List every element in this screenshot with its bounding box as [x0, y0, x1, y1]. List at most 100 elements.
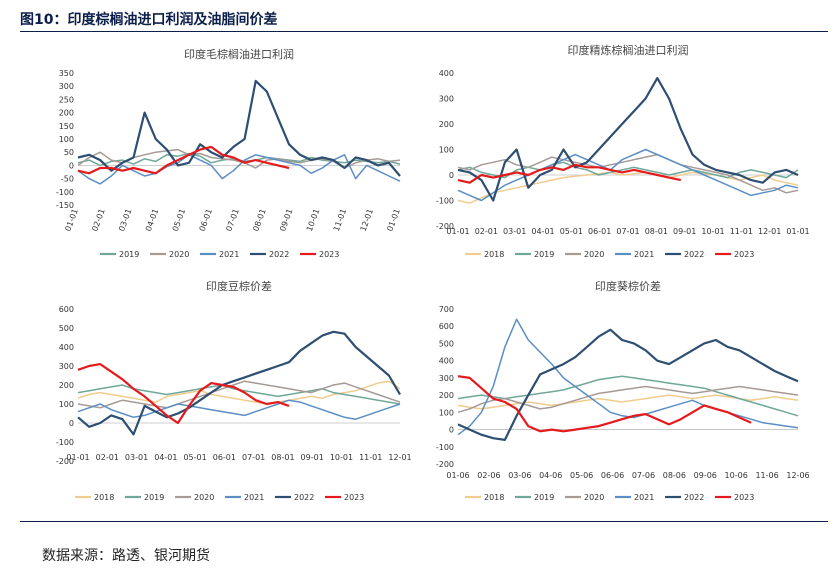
bottom-rule	[20, 521, 828, 522]
y-tick-label: 0	[69, 161, 74, 170]
x-tick-label: 07-01	[242, 453, 265, 462]
series-line-2019	[457, 375, 799, 417]
x-tick-label: 06-01	[198, 208, 214, 233]
x-tick-label: 08-01	[271, 453, 294, 462]
y-tick-label: 0	[449, 426, 454, 435]
legend-label-2020: 2020	[194, 493, 214, 502]
x-tick-label: 09-01	[673, 227, 696, 236]
legend-label-2022: 2022	[269, 250, 289, 259]
legend-label-2020: 2020	[169, 250, 189, 259]
x-tick-label: 01-01	[385, 208, 401, 233]
x-tick-label: 03-01	[125, 453, 148, 462]
series-line-2023	[457, 163, 682, 184]
series-line-2018	[77, 380, 401, 405]
x-tick-label: 10-06	[725, 471, 748, 480]
chart-title: 印度葵棕价差	[595, 279, 661, 293]
y-tick-label: 200	[59, 381, 74, 390]
series-line-2023	[77, 362, 290, 425]
series-line-2021	[77, 154, 401, 185]
top-rule	[20, 31, 828, 32]
series-line-2020	[77, 380, 401, 409]
x-tick-label: 10-01	[305, 208, 321, 233]
x-tick-label: 05-01	[560, 227, 583, 236]
y-tick-label: 400	[439, 69, 454, 78]
series-line-2021	[457, 148, 799, 202]
x-tick-label: 11-01	[332, 208, 348, 233]
x-tick-label: 08-01	[251, 208, 267, 233]
y-tick-label: 100	[59, 135, 74, 144]
y-tick-label: -100	[56, 188, 74, 197]
chart-title: 印度毛棕榈油进口利润	[184, 47, 294, 61]
y-tick-label: 700	[439, 305, 454, 314]
series-line-2022	[77, 330, 401, 436]
legend-label-2021: 2021	[244, 493, 264, 502]
y-tick-label: 350	[59, 69, 74, 78]
x-tick-label: 12-01	[388, 453, 411, 462]
series-line-2018	[457, 394, 799, 410]
x-tick-label: 04-01	[154, 453, 177, 462]
legend-label-2018: 2018	[484, 250, 504, 259]
x-tick-label: 01-01	[786, 227, 809, 236]
y-tick-label: -100	[436, 197, 454, 206]
series-line-2020	[457, 385, 799, 414]
figure-title: 图10：印度棕榈油进口利润及油脂间价差	[20, 12, 278, 28]
x-tick-label: 06-01	[213, 453, 236, 462]
series-line-2023	[457, 375, 752, 433]
legend-label-2022: 2022	[684, 493, 704, 502]
y-tick-label: 200	[439, 391, 454, 400]
legend-label-2021: 2021	[634, 493, 654, 502]
chart-title: 印度豆棕价差	[206, 279, 272, 293]
x-tick-label: 01-01	[63, 208, 79, 233]
series-line-2018	[457, 171, 799, 204]
x-tick-label: 04-01	[531, 227, 554, 236]
y-tick-label: 0	[449, 171, 454, 180]
series-line-2022	[457, 76, 799, 202]
legend-label-2023: 2023	[734, 250, 754, 259]
legend-label-2023: 2023	[319, 250, 339, 259]
y-tick-label: -150	[56, 201, 74, 210]
x-tick-label: 07-06	[632, 471, 655, 480]
x-tick-label: 08-06	[663, 471, 686, 480]
x-tick-label: 06-06	[601, 471, 624, 480]
legend-label-2021: 2021	[634, 250, 654, 259]
y-tick-label: 400	[59, 343, 74, 352]
y-tick-label: 50	[64, 148, 74, 157]
x-tick-label: 11-01	[359, 453, 382, 462]
y-tick-label: -50	[61, 175, 74, 184]
x-tick-label: 01-06	[446, 471, 469, 480]
chart-title: 印度精炼棕榈油进口利润	[568, 43, 689, 57]
x-tick-label: 03-06	[508, 471, 531, 480]
legend-label-2018: 2018	[484, 493, 504, 502]
y-tick-label: 0	[69, 419, 74, 428]
x-tick-label: 04-01	[144, 208, 160, 233]
y-tick-label: 200	[59, 109, 74, 118]
y-tick-label: 200	[439, 120, 454, 129]
data-source-note: 数据来源：路透、银河期货	[42, 548, 210, 564]
y-tick-label: 400	[439, 357, 454, 366]
series-line-2019	[457, 161, 799, 179]
x-tick-label: 12-06	[786, 471, 809, 480]
series-line-2021	[77, 399, 401, 420]
chart-cpo-import-profit: 印度毛棕榈油进口利润 -150 -100 -50 0 50 100 150 200 250 300 3…	[56, 47, 402, 259]
x-tick-label: 02-01	[90, 208, 106, 233]
x-tick-label: 08-01	[645, 227, 668, 236]
x-tick-label: 02-01	[96, 453, 119, 462]
x-tick-label: 01-01	[66, 453, 89, 462]
chart-sun-palm-spread: 印度葵棕价差 -200 -100 0 100 200 300 400 500 600 700 01-0…	[436, 279, 810, 502]
y-tick-label: 150	[59, 122, 74, 131]
legend-label-2019: 2019	[144, 493, 164, 502]
y-tick-label: 250	[59, 95, 74, 104]
x-tick-label: 10-01	[330, 453, 353, 462]
x-tick-label: 05-01	[171, 208, 187, 233]
y-tick-label: -100	[56, 438, 74, 447]
series-line-2022	[457, 328, 799, 441]
x-tick-label: 02-06	[477, 471, 500, 480]
legend-label-2023: 2023	[734, 493, 754, 502]
legend-label-2020: 2020	[584, 493, 604, 502]
x-tick-label: 04-06	[539, 471, 562, 480]
x-tick-label: 12-01	[359, 208, 375, 233]
y-tick-label: -200	[436, 222, 454, 231]
series-line-2022	[77, 79, 401, 177]
y-tick-label: 600	[59, 305, 74, 314]
x-tick-label: 09-06	[694, 471, 717, 480]
